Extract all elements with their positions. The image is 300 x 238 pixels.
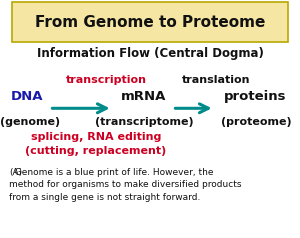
Text: (genome): (genome) [0,117,60,127]
Text: Information Flow (Central Dogma): Information Flow (Central Dogma) [37,47,263,60]
Text: DNA: DNA [11,90,43,103]
Text: transcription: transcription [66,75,147,85]
Text: From Genome to Proteome: From Genome to Proteome [35,15,265,30]
Text: (cutting, replacement): (cutting, replacement) [26,146,166,156]
FancyBboxPatch shape [12,2,288,42]
Text: translation: translation [182,75,250,85]
Text: mRNA: mRNA [121,90,167,103]
Text: proteins: proteins [224,90,286,103]
Text: (transcriptome): (transcriptome) [95,117,193,127]
Text: (A): (A) [9,168,22,177]
Text: (proteome): (proteome) [221,117,292,127]
Text: splicing, RNA editing: splicing, RNA editing [31,132,161,142]
Text: Genome is a blue print of life. However, the
method for organisms to make divers: Genome is a blue print of life. However,… [9,168,242,202]
